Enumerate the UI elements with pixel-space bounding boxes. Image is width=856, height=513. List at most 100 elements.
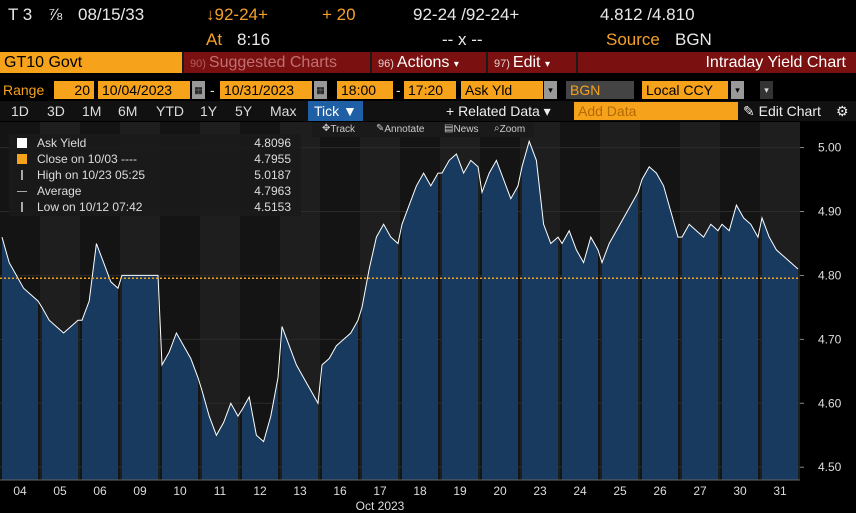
price-change: ↓92-24+ [206,5,268,24]
security-field[interactable]: GT10 Govt [0,52,182,73]
edit-label: Edit [512,54,541,71]
x-tick-label: 25 [613,484,627,498]
related-data-button[interactable]: + Related Data ▾ [446,103,551,119]
gear-icon[interactable]: ⚙ [836,103,849,119]
x-tick-label: 20 [493,484,507,498]
edit-num: 97) [494,58,510,70]
track-tool[interactable]: ✥ Track [322,123,356,135]
interval-input[interactable]: 20 [54,81,94,99]
x-tick-label: 06 [93,484,107,498]
currency-select[interactable]: Local CCY [642,81,728,99]
source-label: Source [606,30,660,49]
edit-menu[interactable]: 97) Edit ▾ [488,52,576,73]
legend-high[interactable]: High on 10/23 05:25 5.0187 [9,167,301,183]
yield-line [1,139,799,443]
chevron-down-icon[interactable]: ▾ [544,81,557,99]
news-label: News [453,124,479,135]
x-tick-label: 05 [53,484,67,498]
x-tick-label: 12 [253,484,267,498]
x-tick-label: 26 [653,484,667,498]
suggested-charts-button[interactable]: 90) Suggested Charts [184,52,370,73]
collapse-icon[interactable]: ▾ [760,81,773,99]
average-line-icon [17,191,27,192]
zoom-tool[interactable]: ⌕ Zoom [494,123,526,135]
add-data-input[interactable]: Add Data [574,102,738,120]
period-6m[interactable]: 6M [118,103,138,119]
actions-label: Actions [396,54,450,71]
y-tick-label: 4.70 [818,332,842,346]
period-1y[interactable]: 1Y [200,103,218,119]
period-1m[interactable]: 1M [82,103,102,119]
edit-chart-button[interactable]: ✎ Edit Chart [743,103,821,119]
end-date-input[interactable]: 10/31/2023 [220,81,312,99]
yield-area-session [522,141,558,480]
quote-header: T 3 ⅞ 08/15/33 ↓92-24+ + 20 92-24 /92-24… [0,0,856,30]
suggested-label: Suggested Charts [208,54,337,71]
x-tick-label: 27 [693,484,707,498]
chevron-down-icon: ▾ [544,59,550,70]
yield-area-session [642,166,678,481]
quote-time: 8:16 [237,30,271,49]
source-value: BGN [675,30,712,49]
range-label: Range [3,82,45,98]
actions-menu[interactable]: 96) Actions ▾ [372,52,486,73]
yield-area-session [42,307,78,480]
x-tick-label: 16 [333,484,347,498]
yield-area-session [242,377,278,480]
calendar-icon[interactable]: ▦ [192,81,205,99]
field-select[interactable]: Ask Yld [461,81,543,99]
end-time-input[interactable]: 17:20 [404,81,456,99]
legend-average[interactable]: Average 4.7963 [9,183,301,199]
annotate-tool[interactable]: ✎ Annotate [376,123,425,135]
yield-area-session [282,326,318,480]
y-axis-panel [800,122,856,513]
bid-ask-yield: 4.812 /4.810 [600,5,695,24]
calendar-icon[interactable]: ▦ [314,81,327,99]
yield-area-session [2,237,38,480]
x-tick-label: 04 [13,484,27,498]
yield-area-session [682,224,718,480]
yield-area-session [722,205,758,480]
yield-area-session [162,333,198,480]
title-bar: GT10 Govt 90) Suggested Charts 96) Actions… [0,52,856,73]
x-axis-title: Oct 2023 [356,499,405,513]
chevron-down-icon: ▾ [453,59,459,70]
yield-area-session [442,154,478,480]
start-time-input[interactable]: 18:00 [337,81,393,99]
period-5y[interactable]: 5Y [235,103,253,119]
bid-ask-price: 92-24 /92-24+ [413,5,520,24]
period-3d[interactable]: 3D [47,103,65,119]
legend-close[interactable]: Close on 10/03 ---- 4.7955 [9,151,301,167]
x-tick-label: 30 [733,484,747,498]
news-tool[interactable]: ▤ News [444,123,479,135]
legend-ask-yield[interactable]: Ask Yield 4.8096 [9,135,301,151]
high-marker-icon [21,170,23,180]
coupon-fraction: ⅞ [48,5,63,24]
legend-name: Average [37,184,82,198]
x-tick-label: 17 [373,484,387,498]
yield-area-session [562,230,598,480]
tick-button[interactable]: Tick ▼ [308,101,363,121]
yield-area-session [362,224,398,480]
yield-area-session [482,160,518,480]
start-date-input[interactable]: 10/04/2023 [98,81,190,99]
date-separator: - [210,82,215,98]
y-tick-label: 4.80 [818,268,842,282]
source-input[interactable]: BGN [566,81,634,99]
y-tick-label: 4.60 [818,396,842,410]
yield-area [1,139,799,481]
legend-name: High on 10/23 05:25 [37,168,146,182]
change-ticks: + 20 [322,5,356,24]
period-ytd[interactable]: YTD [156,103,184,119]
legend-low[interactable]: Low on 10/12 07:42 4.5153 [9,199,301,215]
chevron-down-icon[interactable]: ▾ [731,81,744,99]
bid-ask-size: -- x -- [442,30,483,49]
yield-area-session [82,243,118,480]
yield-area-session [762,217,798,480]
legend-value: 4.8096 [254,136,291,150]
range-bar: Range 20 10/04/2023 ▦ - 10/31/2023 ▦ 18:… [0,80,856,100]
ticker-prefix: T 3 [8,5,33,24]
x-tick-label: 09 [133,484,147,498]
period-1d[interactable]: 1D [11,103,29,119]
period-max[interactable]: Max [270,103,297,119]
